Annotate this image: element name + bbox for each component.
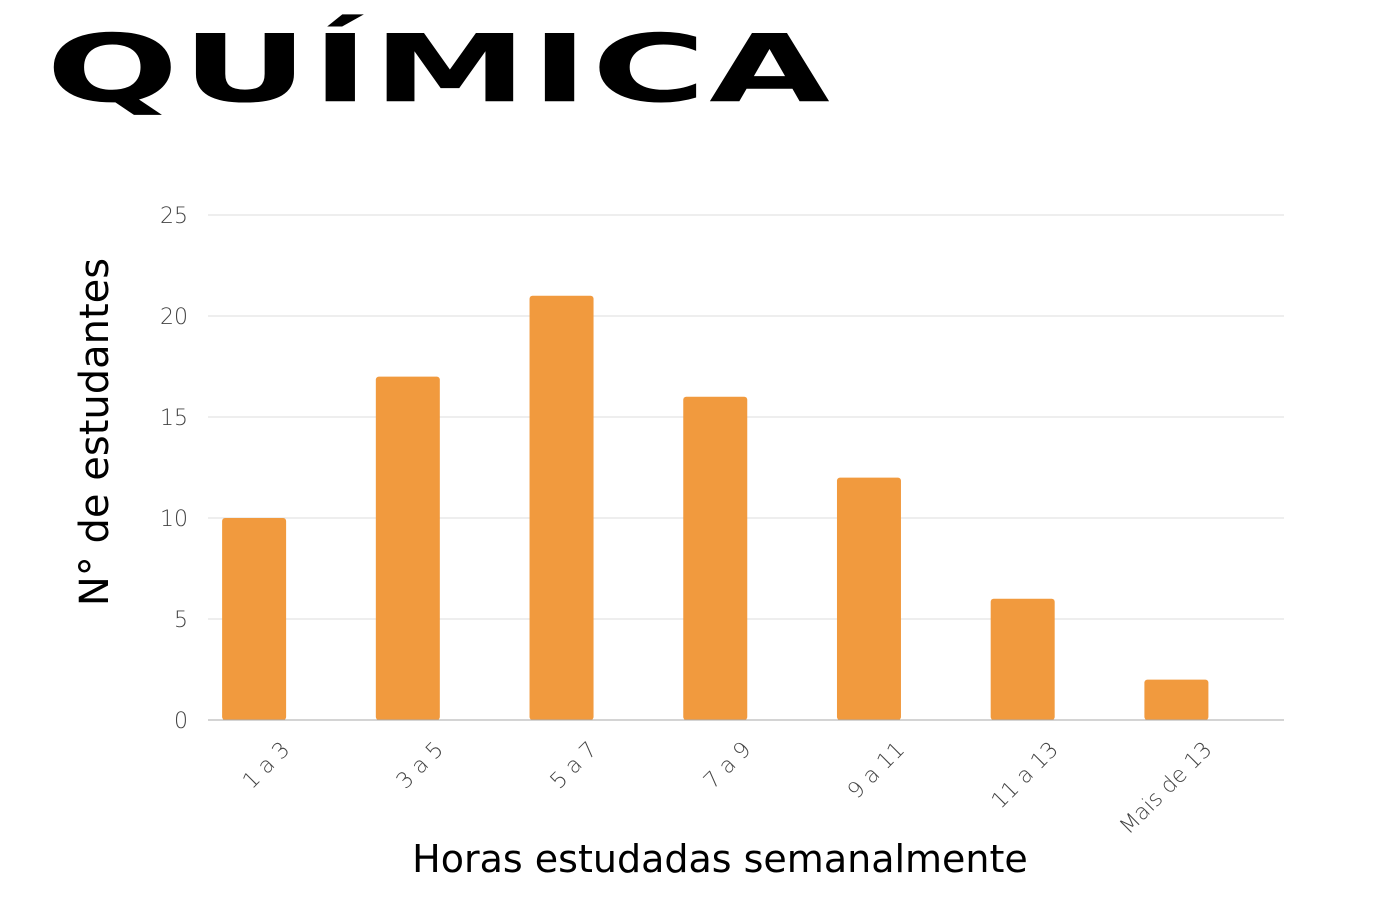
x-tick-label: 9 a 11 [843,737,910,804]
chart-title: QUÍMICA [46,13,833,124]
y-tick-label: 10 [160,507,188,532]
bar-6 [1144,679,1209,720]
bar-4 [836,477,901,720]
bar-0 [222,518,287,720]
y-axis-title: N° de estudantes [72,258,118,606]
x-tick-label: 5 a 7 [546,737,603,794]
y-tick-label: 20 [160,305,188,330]
bar-5 [990,598,1055,720]
x-tick-labels: 1 a 3 3 a 5 5 a 7 7 a 9 9 a 11 11 a 13 Mais de… [238,737,1217,839]
x-tick-label: Mais de 13 [1115,737,1217,839]
x-tick-label: 7 a 9 [699,737,756,794]
y-tick-label: 25 [160,204,188,229]
y-tick-label: 5 [174,608,188,633]
x-tick-label: 3 a 5 [392,737,449,794]
y-tick-labels: 0 5 10 15 20 25 [160,204,188,734]
y-tick-label: 15 [160,406,188,431]
x-axis-title: Horas estudadas semanalmente [412,837,1028,881]
x-tick-label: 1 a 3 [238,737,295,794]
bars [222,295,1209,720]
y-tick-label: 0 [174,709,188,734]
bar-2 [529,295,594,720]
x-tick-label: 11 a 13 [987,737,1064,814]
bar-1 [375,376,440,720]
bar-3 [683,396,748,720]
